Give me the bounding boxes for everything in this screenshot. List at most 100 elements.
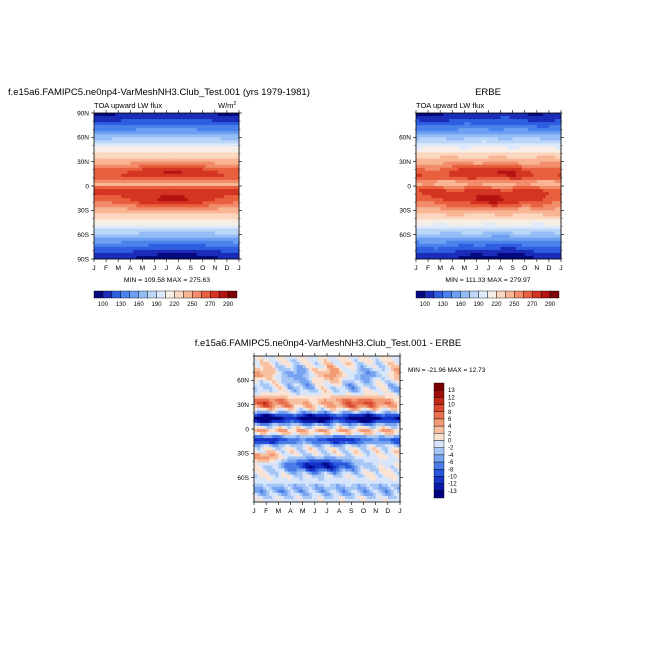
- heatmap-cell: [443, 246, 447, 251]
- heatmap-cell: [464, 119, 468, 123]
- heatmap-cell: [473, 186, 477, 190]
- heatmap-cell: [422, 164, 426, 169]
- heatmap-cell: [461, 198, 465, 202]
- heatmap-cell: [467, 122, 471, 126]
- heatmap-cell: [115, 128, 119, 132]
- heatmap-cell: [235, 201, 240, 205]
- heatmap-cell: [205, 146, 210, 150]
- heatmap-cell: [136, 158, 140, 163]
- heatmap-cell: [139, 240, 143, 245]
- heatmap-cell: [446, 158, 450, 163]
- heatmap-cell: [539, 216, 544, 220]
- heatmap-cell: [169, 119, 173, 123]
- heatmap-cell: [461, 140, 465, 144]
- heatmap-cell: [211, 213, 216, 217]
- heatmap-cell: [464, 164, 468, 169]
- heatmap-cell: [476, 240, 480, 245]
- heatmap-cell: [178, 189, 182, 193]
- heatmap-cell: [419, 240, 423, 245]
- heatmap-cell: [214, 192, 219, 196]
- heatmap-cell: [193, 143, 198, 147]
- heatmap-cell: [229, 146, 234, 150]
- heatmap-cell: [500, 243, 504, 248]
- heatmap-cell: [473, 131, 477, 135]
- heatmap-cell: [97, 161, 101, 166]
- x-tick-label: M: [139, 265, 145, 272]
- heatmap-cell: [106, 140, 110, 144]
- heatmap-cell: [229, 216, 234, 220]
- heatmap-cell: [458, 128, 462, 132]
- heatmap-cell: [139, 167, 143, 172]
- heatmap-cell: [485, 125, 489, 129]
- heatmap-cell: [434, 228, 438, 233]
- heatmap-cell: [512, 249, 517, 254]
- heatmap-cell: [533, 167, 538, 172]
- heatmap-cell: [169, 255, 173, 260]
- heatmap-cell: [226, 170, 231, 175]
- heatmap-cell: [476, 216, 480, 220]
- heatmap-cell: [235, 195, 240, 199]
- heatmap-cell: [103, 243, 107, 248]
- heatmap-cell: [226, 198, 231, 202]
- heatmap-cell: [211, 228, 216, 233]
- heatmap-cell: [440, 116, 444, 120]
- heatmap-cell: [151, 131, 155, 135]
- heatmap-cell: [455, 237, 459, 242]
- heatmap-cell: [470, 149, 474, 153]
- heatmap-cell: [133, 195, 137, 199]
- heatmap-cell: [109, 234, 113, 239]
- heatmap-cell: [211, 131, 216, 135]
- heatmap-cell: [226, 134, 231, 138]
- heatmap-cell: [151, 182, 155, 187]
- colorbar-swatch: [496, 290, 506, 299]
- heatmap-cell: [515, 213, 520, 217]
- heatmap-cell: [416, 149, 420, 153]
- heatmap-cell: [461, 237, 465, 242]
- heatmap-cell: [163, 116, 167, 120]
- heatmap-cell: [530, 179, 535, 184]
- heatmap-cell: [109, 252, 113, 257]
- heatmap-cell: [214, 125, 219, 129]
- heatmap-cell: [208, 122, 213, 126]
- heatmap-cell: [106, 161, 110, 166]
- heatmap-cell: [184, 234, 189, 239]
- heatmap-cell: [145, 195, 149, 199]
- heatmap-cell: [187, 134, 192, 138]
- heatmap-cell: [461, 119, 465, 123]
- heatmap-cell: [333, 359, 337, 363]
- colorbar-swatch: [183, 290, 193, 299]
- heatmap-cell: [452, 249, 456, 254]
- heatmap-cell: [503, 170, 508, 175]
- heatmap-cell: [226, 119, 231, 123]
- heatmap-cell: [184, 152, 189, 156]
- heatmap-cell: [181, 240, 186, 245]
- heatmap-cell: [455, 152, 459, 156]
- heatmap-cell: [181, 222, 186, 226]
- heatmap-cell: [512, 170, 517, 175]
- heatmap-cell: [545, 113, 550, 117]
- heatmap-cell: [494, 137, 498, 141]
- heatmap-cell: [554, 207, 559, 211]
- heatmap-cell: [449, 216, 453, 220]
- heatmap-cell: [527, 219, 532, 223]
- heatmap-cell: [205, 179, 210, 184]
- heatmap-cell: [482, 216, 486, 220]
- heatmap-cell: [172, 146, 176, 150]
- heatmap-cell: [223, 189, 228, 193]
- heatmap-cell: [434, 131, 438, 135]
- heatmap-cell: [473, 222, 477, 226]
- heatmap-cell: [151, 195, 155, 199]
- heatmap-cell: [485, 195, 489, 199]
- heatmap-cell: [208, 252, 213, 257]
- heatmap-cell: [521, 140, 526, 144]
- heatmap-cell: [160, 116, 164, 120]
- heatmap-cell: [464, 246, 468, 251]
- heatmap-cell: [461, 201, 465, 205]
- heatmap-cell: [542, 231, 547, 236]
- heatmap-cell: [220, 179, 225, 184]
- heatmap-cell: [232, 140, 237, 144]
- heatmap-cell: [434, 161, 438, 166]
- heatmap-cell: [109, 210, 113, 214]
- heatmap-cell: [545, 158, 550, 163]
- heatmap-cell: [220, 131, 225, 135]
